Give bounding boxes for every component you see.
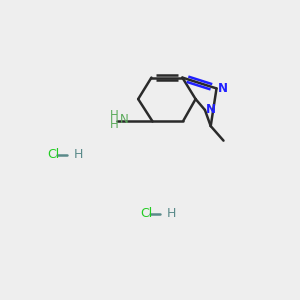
Text: N: N bbox=[218, 82, 228, 95]
Text: Cl: Cl bbox=[140, 207, 152, 220]
Text: H: H bbox=[167, 207, 176, 220]
Text: N: N bbox=[206, 103, 216, 116]
Text: H: H bbox=[110, 118, 118, 131]
Text: Cl: Cl bbox=[47, 148, 59, 161]
Text: N: N bbox=[120, 113, 129, 126]
Text: H: H bbox=[74, 148, 83, 161]
Text: H: H bbox=[110, 109, 118, 122]
